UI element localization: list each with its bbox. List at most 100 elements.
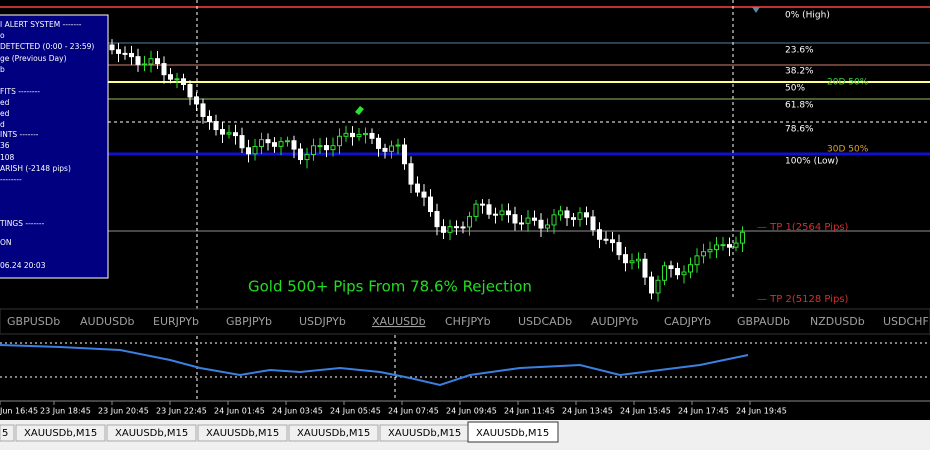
candle-body [545,224,550,229]
candle-body [317,145,323,148]
candle-body [662,265,667,281]
candle-body [337,135,342,147]
candle-body [233,132,238,137]
tp-label: — TP 1(2564 Pips) [757,222,849,233]
candle-body [168,74,173,80]
candle-body [356,134,362,138]
candle-body [415,183,420,193]
fib-label: 38.2% [785,67,814,77]
candle-body [252,145,258,155]
panel-line: 108 [0,153,15,162]
candle-body [291,140,297,150]
candle-body [649,276,654,294]
candle-body [532,217,537,221]
candle-body [246,147,251,155]
tab[interactable] [0,424,15,442]
panel-line: ON [0,238,12,247]
tab-label[interactable]: 5 [2,428,8,439]
candle-body [486,204,492,215]
candle-body [467,215,472,228]
candle-body [330,145,336,151]
time-label: 24 Jun 01:45 [214,407,265,416]
tab-label[interactable]: XAUUSDb,M15 [24,428,97,439]
tab[interactable] [197,424,288,442]
candle-body [512,214,518,224]
fib-label: 23.6% [785,46,814,56]
candle-body [421,191,427,198]
tab-label[interactable]: XAUUSDb,M15 [297,428,370,439]
candle-body [577,212,583,220]
candle-body [558,210,563,216]
candle-body [610,239,615,244]
fib-label: 100% (Low) [785,157,838,167]
candle-body [148,58,154,65]
time-label: 24 Jun 13:45 [562,407,613,416]
candle-body [675,268,680,276]
candle-body [538,219,544,229]
candle-body [655,279,661,294]
candle-body [213,121,219,131]
time-label: 24 Jun 11:45 [504,407,555,416]
time-label: 23 Jun 22:45 [156,407,207,416]
candle-body [226,132,232,135]
time-label: Jun 16:45 [0,407,38,416]
panel-line: o [0,31,5,40]
panel-line: -------- [0,175,22,184]
candle-body [584,212,589,218]
candle-body [116,49,121,54]
panel-line: b [0,65,5,74]
symbol-tab: USDJPYb [299,315,346,328]
candle-body [733,242,739,248]
candle-body [597,229,602,240]
candles [109,39,745,302]
symbol-tab: NZDUSDb [810,315,865,328]
tab-label[interactable]: XAUUSDb,M15 [206,428,279,439]
candle-body [499,210,505,216]
symbol-tab: GBPUSDb [7,315,60,328]
tab-label[interactable]: XAUUSDb,M15 [115,428,188,439]
time-label: 23 Jun 18:45 [40,407,91,416]
candle-body [603,238,609,241]
candle-body [668,265,674,270]
tab[interactable] [15,424,106,442]
symbol-tab: GBPAUDb [737,315,790,328]
tab-label[interactable]: XAUUSDb,M15 [388,428,461,439]
candle-body [694,255,700,266]
time-label: 24 Jun 09:45 [446,407,497,416]
symbol-tab: AUDUSDb [80,315,135,328]
candle-body [480,203,485,206]
tab-label[interactable]: XAUUSDb,M15 [476,428,549,439]
candle-body [493,213,498,216]
info-panel [0,14,109,279]
candle-body [623,254,628,264]
time-label: 24 Jun 07:45 [388,407,439,416]
tab[interactable] [467,421,559,443]
candle-body [324,145,329,151]
candle-body [681,271,687,276]
fib-label: 78.6% [785,125,814,135]
time-label: 24 Jun 03:45 [272,407,323,416]
chart-background [0,0,930,420]
candle-body [551,214,557,226]
fib-label: 61.8% [785,101,814,111]
time-label: 24 Jun 05:45 [330,407,381,416]
tab[interactable] [288,424,379,442]
candle-body [506,210,511,216]
candle-body [187,83,193,98]
symbol-tab: CADJPYb [664,315,711,328]
candle-body [688,264,693,273]
level-label: 30D 50% [827,145,869,155]
tab[interactable] [106,424,197,442]
panel-line: 36 [0,141,10,150]
candle-body [350,132,355,138]
panel-line: TINGS ------- [0,219,45,228]
candle-body [447,226,453,233]
candle-body [369,132,375,139]
candle-body [285,140,290,143]
panel-line: FITS -------- [0,87,40,96]
fib-label: 0% (High) [785,11,830,21]
annotation: Gold 500+ Pips From 78.6% Rejection [248,278,532,296]
fib-labels: 0% (High) 23.6% 38.2% 50% 61.8% 78.6% 100% (Lo… [785,11,838,167]
candle-body [473,203,479,217]
